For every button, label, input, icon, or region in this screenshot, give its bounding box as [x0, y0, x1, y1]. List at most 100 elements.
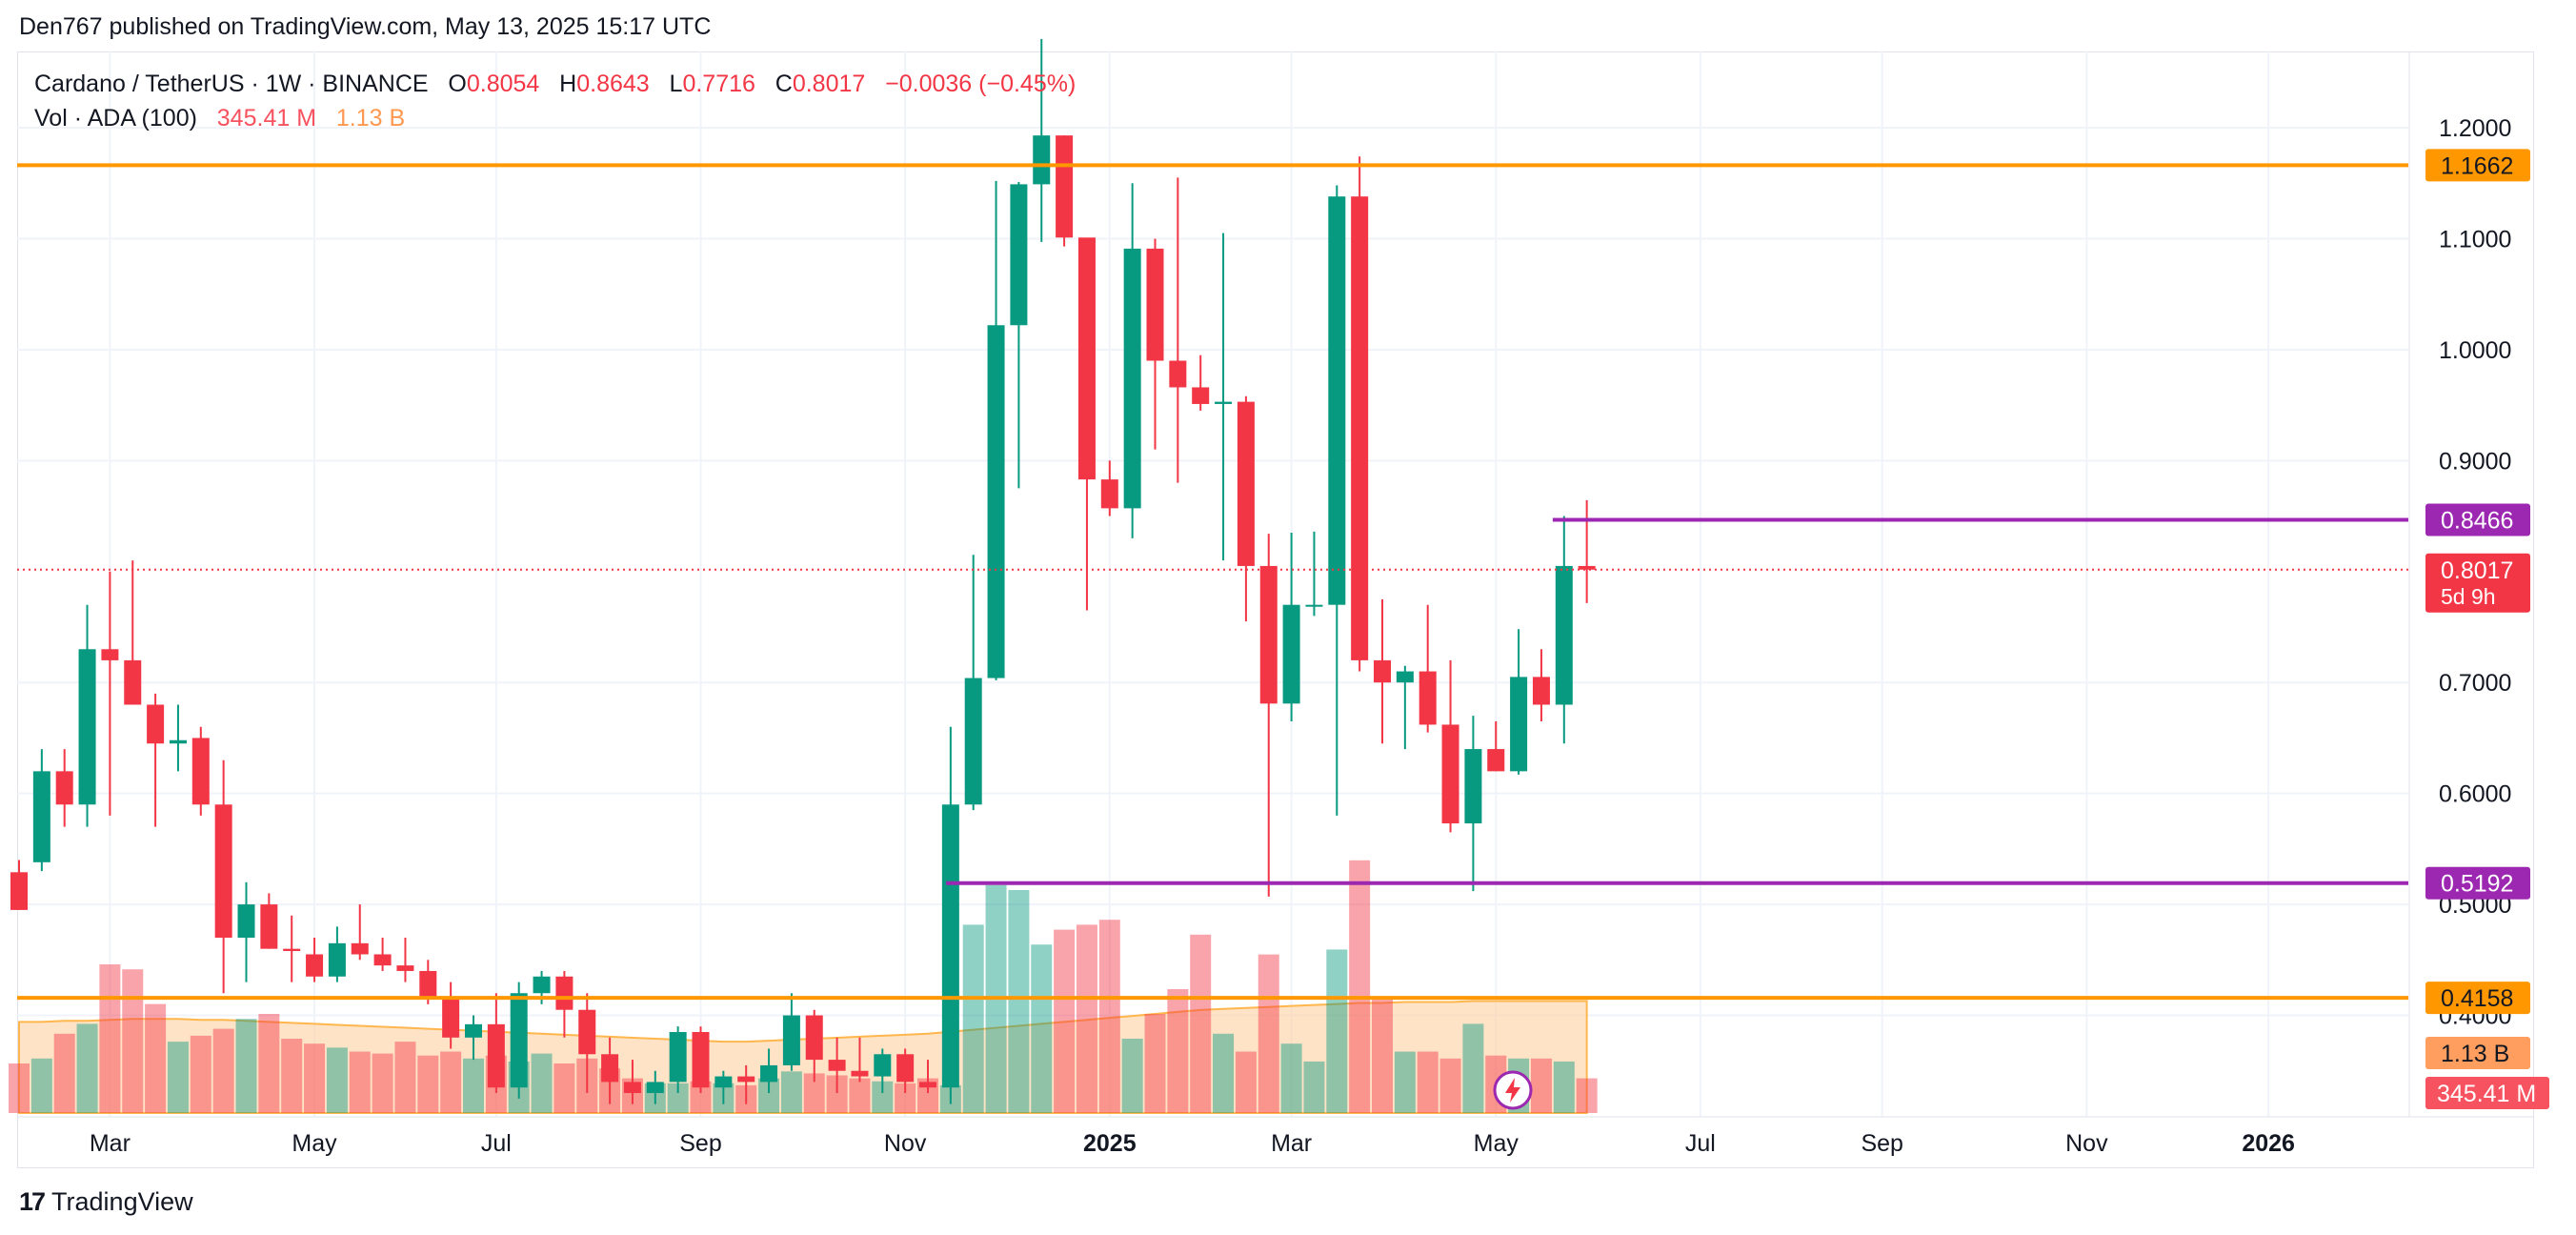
candle-body: [306, 954, 324, 977]
volume-bar: [1280, 1043, 1302, 1113]
candle-body: [919, 1082, 936, 1088]
candle-body: [1351, 196, 1369, 660]
y-tick-label: 1.2000: [2439, 115, 2511, 142]
volume-bar: [190, 1035, 211, 1113]
volume-bar: [1213, 1033, 1235, 1113]
last-price-tag-text: 0.8017: [2441, 557, 2513, 584]
candle-body: [283, 948, 301, 951]
candle-body: [465, 1023, 482, 1038]
volume-bar: [1054, 929, 1076, 1113]
volume-bar: [1372, 999, 1393, 1113]
symbol-title[interactable]: Cardano / TetherUS · 1W · BINANCE: [34, 71, 429, 97]
candle-body: [941, 804, 959, 1088]
volume-bar: [99, 964, 121, 1113]
candle-body: [124, 659, 142, 705]
candle-body: [737, 1076, 755, 1083]
volume-bar: [1417, 1051, 1439, 1113]
open-label: O: [448, 71, 467, 97]
volume-bar: [1235, 1051, 1257, 1113]
x-tick-label: Mar: [90, 1130, 131, 1157]
candle-body: [1487, 749, 1505, 772]
level-price-tag-text: 1.1662: [2441, 152, 2513, 179]
volume-bar: [212, 1028, 234, 1113]
ray-price-tag-text: 0.8466: [2441, 507, 2513, 534]
candle-body: [760, 1064, 778, 1083]
candle-body: [1510, 677, 1528, 772]
volume-bar: [9, 1063, 30, 1113]
candle-body: [237, 904, 255, 939]
volume-bar: [1326, 949, 1348, 1113]
candle-body: [373, 954, 392, 966]
volume-bar: [349, 1051, 371, 1113]
candle-body: [1441, 724, 1459, 824]
volume-bar: [1576, 1078, 1598, 1113]
change-value: −0.0036 (−0.45%): [885, 71, 1077, 97]
candle-body: [510, 993, 528, 1088]
volume-bar: [463, 1058, 484, 1113]
chart-frame[interactable]: [17, 51, 2534, 1168]
candle-body: [1282, 604, 1300, 704]
candle-layer: [10, 38, 1596, 1104]
volume-bar: [803, 1073, 825, 1113]
volume-bar: [30, 1058, 52, 1113]
grid-layer: [17, 51, 2534, 1118]
volume-bar: [1462, 1023, 1484, 1113]
volume-bar: [780, 1071, 802, 1113]
volume-bar: [895, 1083, 916, 1113]
candle-body: [964, 678, 982, 805]
x-tick-label: 2025: [1083, 1130, 1137, 1157]
candle-body: [442, 999, 460, 1038]
volume-bar: [440, 1051, 462, 1113]
ray-price-tag: [2425, 866, 2530, 900]
publisher-line: Den767 published on TradingView.com, May…: [19, 13, 712, 40]
volume-current-tag-text: 345.41 M: [2437, 1081, 2536, 1107]
y-tick-label: 0.6000: [2439, 781, 2511, 808]
volume-bar: [1258, 954, 1279, 1113]
candle-body: [1146, 248, 1164, 361]
volume-layer: [9, 860, 1598, 1114]
open-value: 0.8054: [466, 71, 540, 97]
tradingview-logo-icon: 17: [19, 1187, 46, 1216]
close-label: C: [775, 71, 793, 97]
volume-value: 345.41 M: [216, 105, 317, 132]
volume-bar: [1303, 1061, 1325, 1113]
volume-bar: [53, 1033, 75, 1113]
candle-body: [1077, 237, 1096, 480]
x-tick-label: Mar: [1271, 1130, 1312, 1157]
axis-layer: 0.40000.50000.60000.70000.90001.00001.10…: [90, 115, 2549, 1157]
y-tick-label: 0.7000: [2439, 670, 2511, 697]
candle-body: [1010, 184, 1028, 326]
candle-body: [1123, 248, 1141, 509]
candle-body: [578, 1009, 596, 1055]
x-tick-label: Sep: [679, 1130, 721, 1157]
tradingview-brand[interactable]: 17 TradingView: [19, 1187, 193, 1217]
candle-body: [1215, 401, 1233, 404]
x-tick-label: Nov: [884, 1130, 927, 1157]
lightning-icon[interactable]: [1492, 1069, 1534, 1111]
candle-body: [874, 1054, 892, 1077]
last-price-tag: [2425, 553, 2530, 613]
legend-volume-row: Vol · ADA (100) 345.41 M 1.13 B: [34, 101, 1076, 135]
candle-body: [1237, 401, 1255, 566]
candle-body: [1056, 135, 1074, 238]
candle-body: [1396, 671, 1414, 683]
volume-ma-tag: [2425, 1037, 2530, 1069]
x-tick-label: 2026: [2242, 1130, 2295, 1157]
volume-bar: [667, 1083, 689, 1113]
volume-bar: [1076, 924, 1097, 1113]
volume-label[interactable]: Vol · ADA (100): [34, 105, 197, 132]
candle-body: [669, 1031, 687, 1083]
ray-price-tag-text: 0.5192: [2441, 871, 2513, 898]
volume-bar: [281, 1039, 303, 1113]
candle-body: [351, 942, 369, 955]
volume-bar: [1008, 890, 1030, 1113]
level-price-tag-text: 0.4158: [2441, 985, 2513, 1012]
candle-body: [692, 1031, 710, 1088]
candle-body: [147, 704, 165, 744]
candle-body: [32, 771, 50, 862]
candle-body: [623, 1082, 641, 1094]
candle-body: [487, 1023, 505, 1088]
volume-bar: [1439, 1058, 1461, 1113]
x-tick-label: Jul: [1685, 1130, 1716, 1157]
